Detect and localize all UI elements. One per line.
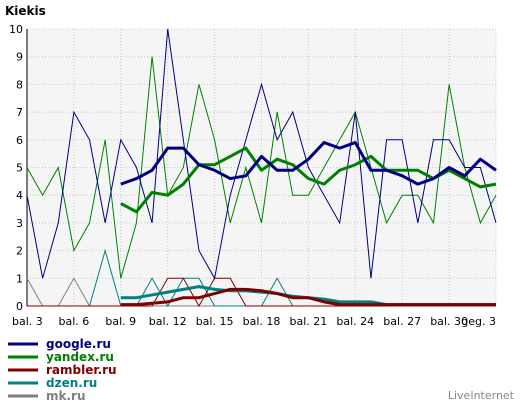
x-tick-label: bal. 15: [196, 315, 234, 328]
series-avg-rambler-ru: [120, 287, 496, 307]
axis-ticks: 0 1 2 3 4 5 6 7 8 9 10 bal. 3 bal. 6 bal. 9 bal. 12 bal…: [9, 23, 496, 328]
x-tick-label: bal. 6: [59, 315, 90, 328]
legend-label-google-ru: google.ru: [46, 337, 111, 351]
y-tick-label: 6: [16, 134, 23, 147]
y-tick-label: 5: [16, 162, 23, 175]
series-lines: [26, 28, 497, 308]
y-tick-label: 1: [16, 272, 23, 285]
series-avg-google-ru: [120, 141, 497, 186]
y-tick-label: 10: [9, 23, 23, 36]
brand-label: LiveInternet: [448, 389, 515, 402]
x-tick-label: bal. 3: [12, 315, 43, 328]
x-tick-label: bal. 24: [336, 315, 374, 328]
y-tick-label: 3: [16, 217, 23, 230]
x-tick-label: bal. 30: [430, 315, 468, 328]
legend-label-rambler-ru: rambler.ru: [46, 363, 117, 377]
x-tick-label: geg. 3: [461, 315, 496, 328]
x-tick-label: bal. 9: [105, 315, 136, 328]
x-tick-label: bal. 18: [243, 315, 281, 328]
series-daily-yandex-ru: [26, 56, 497, 279]
y-tick-label: 7: [16, 106, 23, 119]
series-daily-google-ru: [26, 28, 497, 280]
x-tick-label: bal. 21: [290, 315, 328, 328]
y-tick-label: 8: [16, 78, 23, 91]
y-tick-label: 4: [16, 189, 23, 202]
y-tick-label: 9: [16, 51, 23, 64]
x-tick-label: bal. 27: [383, 315, 421, 328]
y-tick-label: 0: [16, 300, 23, 313]
legend-label-mk-ru: mk.ru: [46, 389, 86, 403]
legend-label-yandex-ru: yandex.ru: [46, 350, 114, 364]
legend-label-dzen-ru: dzen.ru: [46, 376, 97, 390]
y-tick-label: 2: [16, 245, 23, 258]
x-tick-label: bal. 12: [149, 315, 187, 328]
chart-title: Kiekis: [5, 4, 46, 18]
